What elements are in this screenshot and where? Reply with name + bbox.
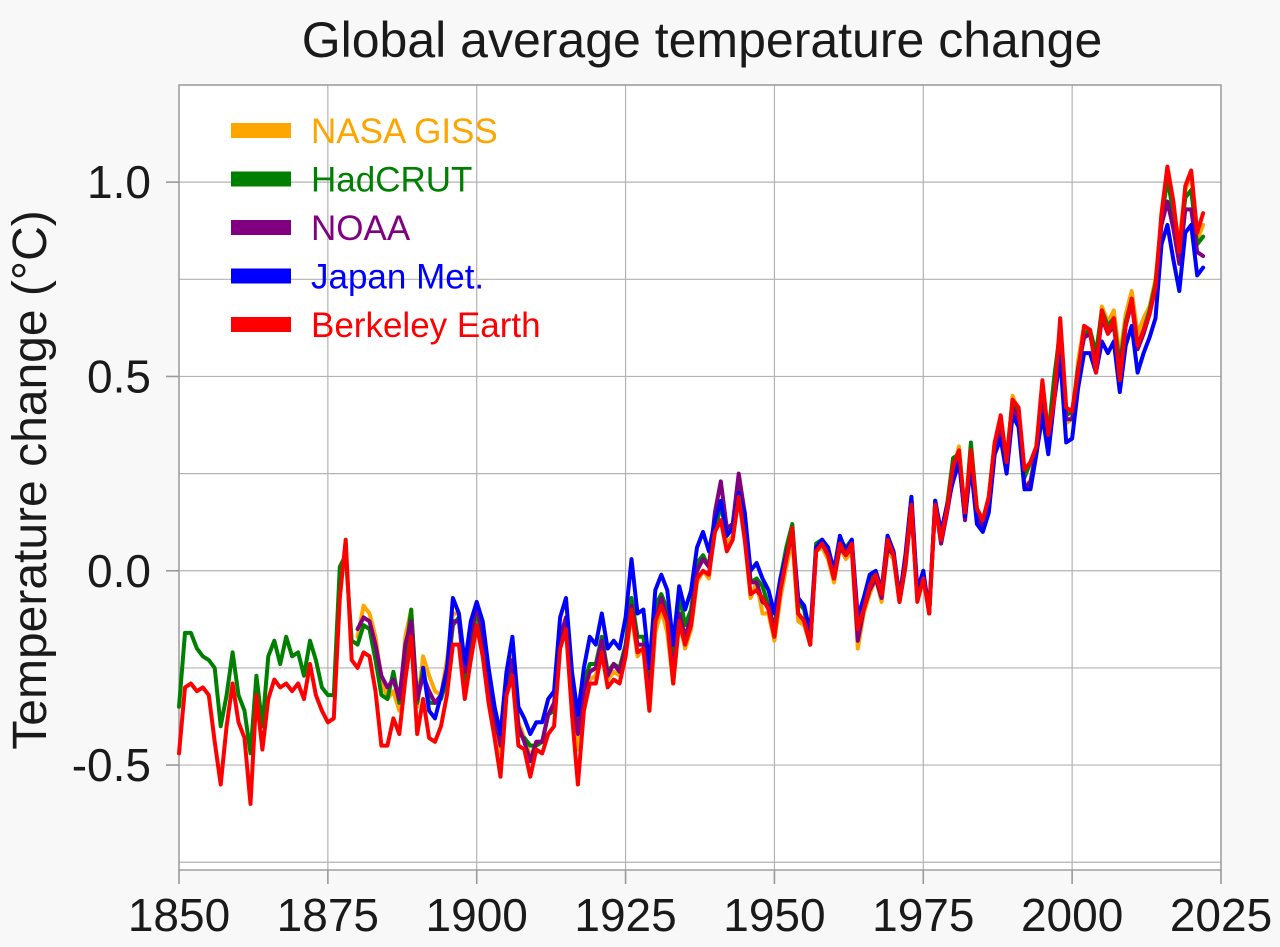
legend-label: HadCRUT [311, 161, 472, 200]
legend-swatch [231, 171, 291, 187]
chart-title: Global average temperature change [302, 12, 1103, 68]
x-tick-label: 1925 [574, 889, 676, 941]
x-tick-label: 1900 [426, 889, 528, 941]
legend-label: Berkeley Earth [311, 306, 541, 345]
y-tick-label: -0.5 [72, 739, 151, 791]
x-tick-label: 2025 [1170, 889, 1272, 941]
legend-swatch [231, 317, 291, 332]
legend-label: NOAA [311, 209, 411, 248]
y-tick-label: 0.5 [87, 350, 151, 402]
plot-background [179, 85, 1221, 870]
legend-label: NASA GISS [311, 112, 498, 151]
legend-swatch [231, 268, 291, 284]
legend-swatch [231, 220, 291, 235]
x-tick-label: 2000 [1021, 889, 1123, 941]
plot-frame [178, 84, 1222, 871]
data-series [177, 164, 1206, 806]
x-tick-label: 1975 [872, 889, 974, 941]
legend: NASA GISS HadCRUT NOAA Japan Met. Berkeley E… [231, 112, 541, 345]
series-line-berkeley-earth [177, 164, 1206, 806]
plot-area [179, 85, 1221, 870]
x-tick-label: 1850 [128, 889, 230, 941]
y-axis-label: Temperature change (°C) [4, 210, 57, 749]
legend-label: Japan Met. [311, 258, 484, 297]
x-tick-label: 1950 [723, 889, 825, 941]
y-tick-label: 0.0 [87, 545, 151, 597]
y-tick-label: 1.0 [87, 156, 151, 208]
frame-rect [178, 84, 1222, 871]
axis-tick-labels: 1850 1875 1900 1925 1950 1975 2000 2025 1.0 0.5 0.… [72, 156, 1272, 941]
axis-ticks [166, 181, 1222, 884]
legend-swatch [231, 123, 291, 138]
x-tick-label: 1875 [277, 889, 379, 941]
gridlines [178, 84, 1222, 870]
